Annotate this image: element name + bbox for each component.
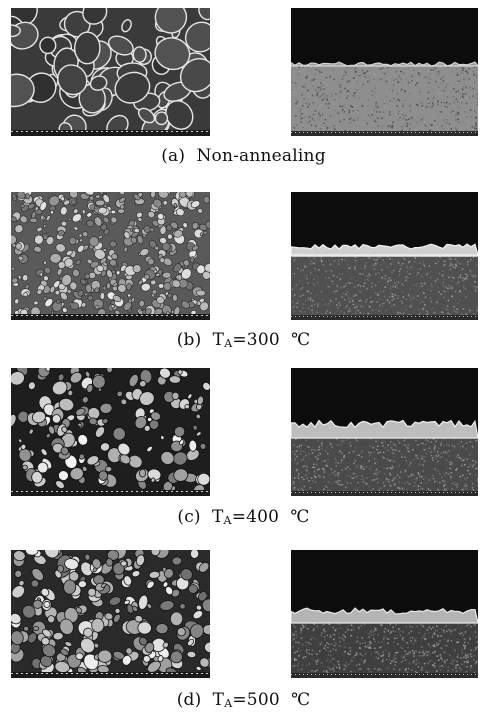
cross-section-micrograph-c — [291, 368, 478, 496]
surface-micrograph-c — [11, 368, 210, 496]
surface-micrograph-b — [11, 192, 210, 320]
caption-d: (d) TA=500 ℃ — [176, 690, 311, 710]
cross-section-micrograph-b — [291, 192, 478, 320]
caption-a: (a) Non-annealing — [161, 146, 326, 166]
cross-section-micrograph-d — [291, 550, 478, 678]
caption-b: (b) TA=300 ℃ — [176, 330, 311, 350]
surface-micrograph-a — [11, 8, 210, 136]
caption-c: (c) TA=400 ℃ — [177, 507, 310, 527]
surface-micrograph-d — [11, 550, 210, 678]
cross-section-micrograph-a — [291, 8, 478, 136]
